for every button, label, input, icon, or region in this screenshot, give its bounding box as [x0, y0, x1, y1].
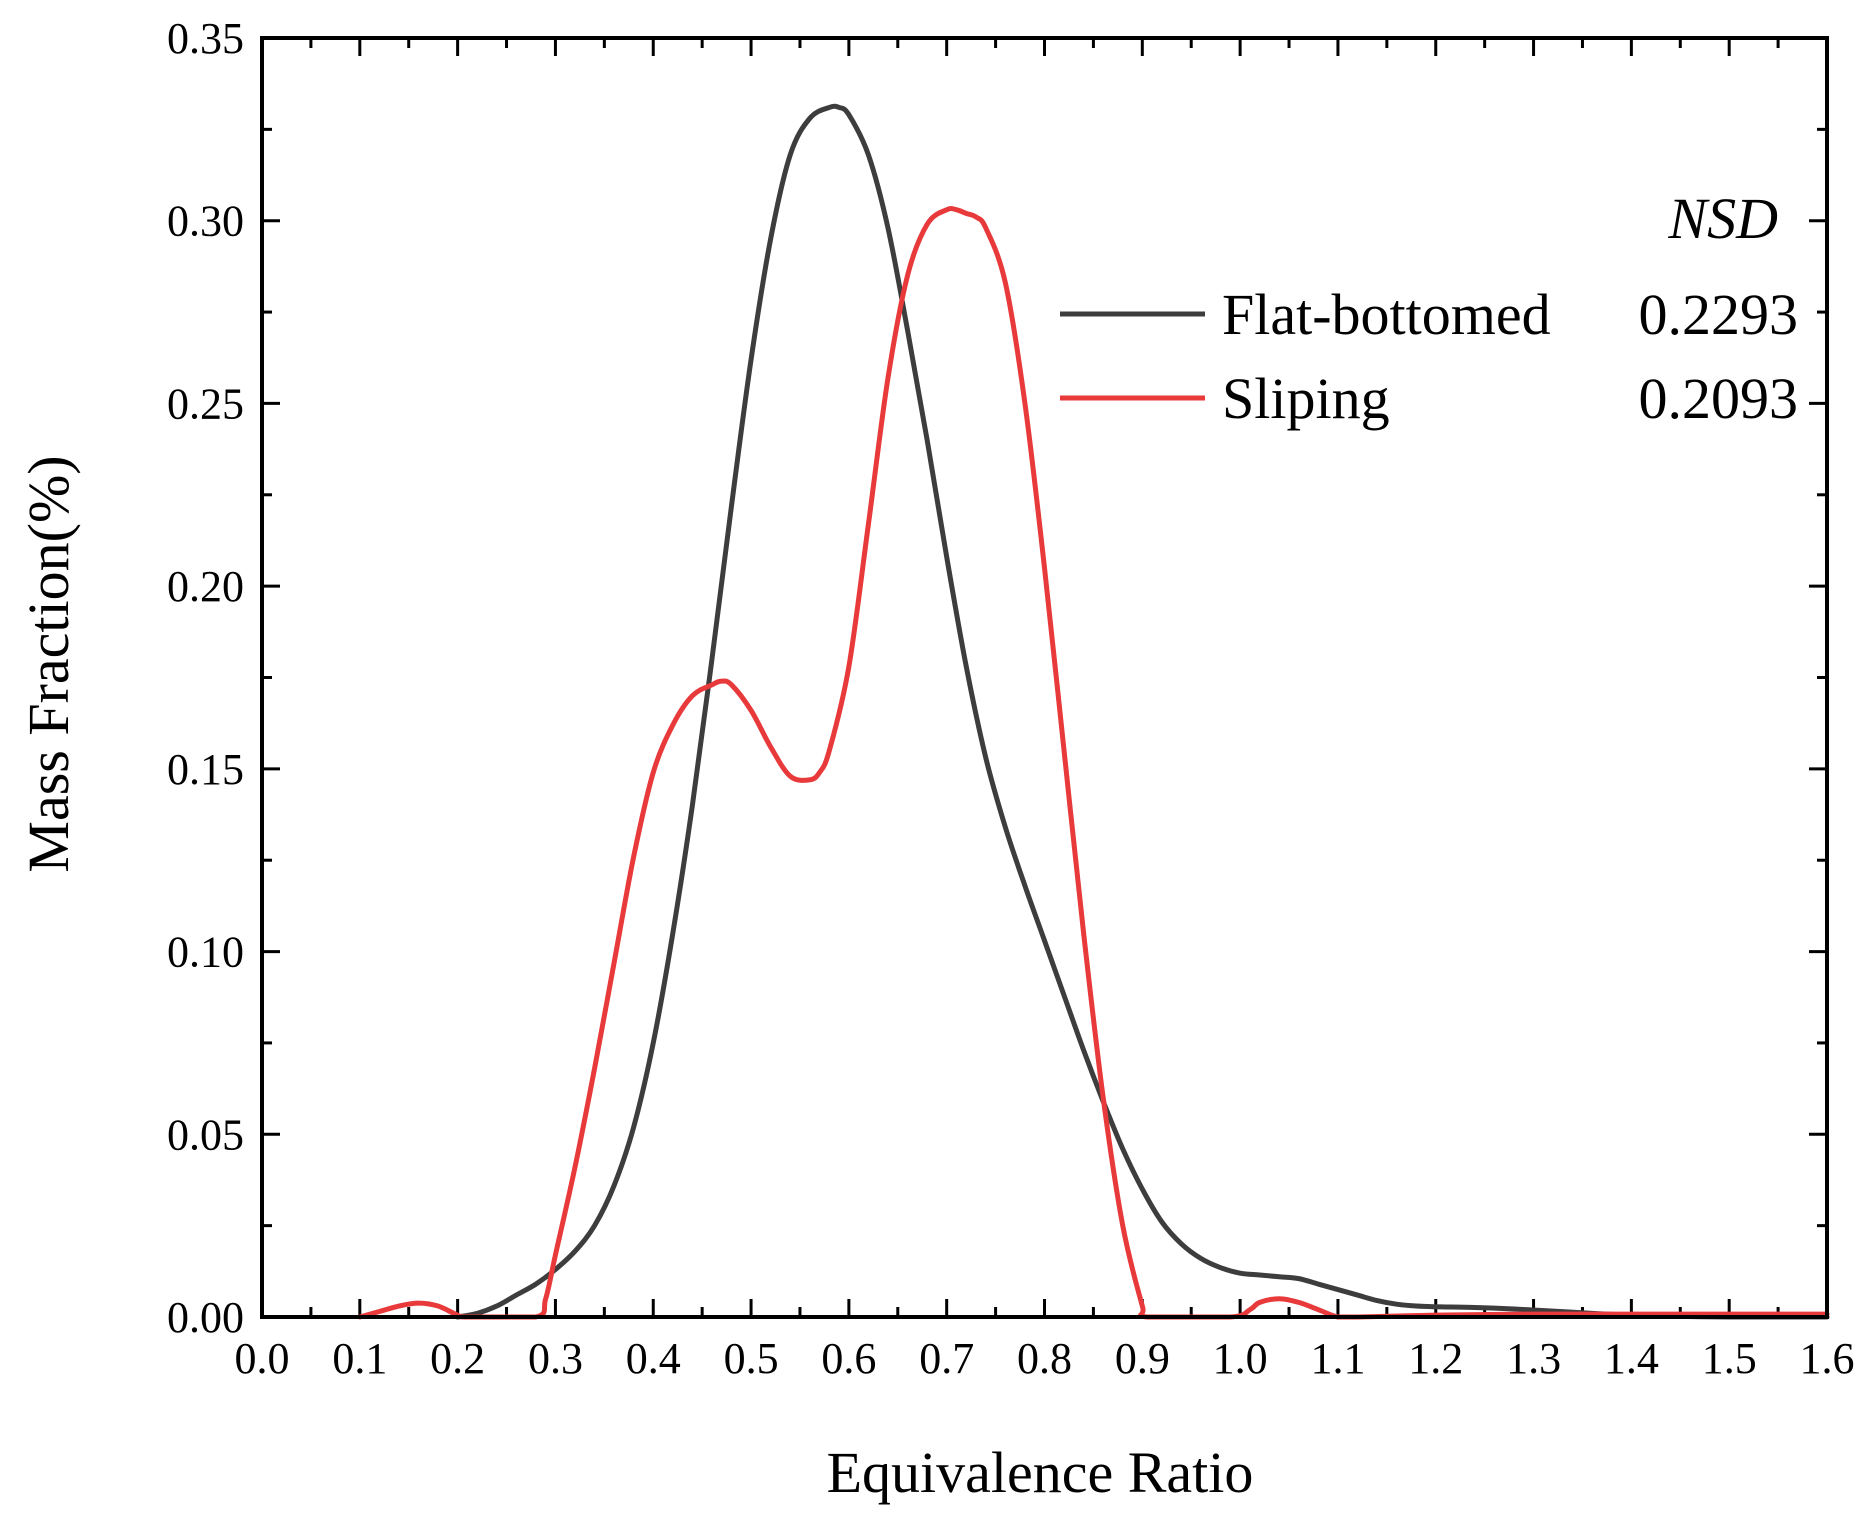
- y-axis-label: Mass Fraction(%): [16, 455, 81, 872]
- x-tick-label: 1.5: [1702, 1334, 1757, 1383]
- plot-frame: [260, 36, 1829, 1319]
- legend-value-sliping: 0.2093: [1639, 366, 1799, 431]
- x-tick-label: 1.6: [1800, 1334, 1855, 1383]
- legend-value-flat-bottomed: 0.2293: [1639, 282, 1799, 347]
- series-line-sliping: [357, 206, 1830, 1320]
- x-tick-label: 1.3: [1506, 1334, 1561, 1383]
- legend-label-flat-bottomed: Flat-bottomed: [1222, 282, 1551, 347]
- x-tick-label: 0.9: [1115, 1334, 1170, 1383]
- x-tick-label: 0.3: [528, 1334, 583, 1383]
- x-tick-label: 0.6: [821, 1334, 876, 1383]
- x-tick-label: 1.0: [1213, 1334, 1268, 1383]
- legend-title: NSD: [1667, 186, 1778, 251]
- legend: NSD Flat-bottomed 0.2293 Sliping 0.2093: [1060, 186, 1798, 431]
- x-tick-label: 1.1: [1310, 1334, 1365, 1383]
- x-tick-label: 0.1: [332, 1334, 387, 1383]
- x-tick-label: 1.4: [1604, 1334, 1659, 1383]
- y-tick-label: 0.35: [167, 14, 244, 63]
- y-tick-label: 0.10: [167, 928, 244, 977]
- tick-marks: [260, 36, 1829, 1319]
- x-tick-label: 0.5: [724, 1334, 779, 1383]
- x-tick-label: 0.2: [430, 1334, 485, 1383]
- y-tick-label: 0.00: [167, 1293, 244, 1342]
- y-tick-label: 0.25: [167, 379, 244, 428]
- x-tick-label: 0.4: [626, 1334, 681, 1383]
- series-line-flat-bottomed: [455, 103, 1830, 1320]
- x-tick-label: 0.0: [235, 1334, 290, 1383]
- y-tick-labels: 0.00 0.05 0.10 0.15 0.20 0.25 0.30 0.35: [167, 14, 244, 1342]
- y-tick-label: 0.20: [167, 562, 244, 611]
- y-tick-label: 0.30: [167, 197, 244, 246]
- series-lines: [357, 103, 1830, 1320]
- x-tick-labels: 0.0 0.1 0.2 0.3 0.4 0.5 0.6 0.7 0.8 0.9 1.0 1.1 1.2 1…: [235, 1334, 1855, 1383]
- y-tick-label: 0.05: [167, 1110, 244, 1159]
- x-axis-label: Equivalence Ratio: [827, 1440, 1254, 1505]
- legend-label-sliping: Sliping: [1222, 366, 1390, 431]
- x-tick-label: 0.8: [1017, 1334, 1072, 1383]
- x-tick-label: 0.7: [919, 1334, 974, 1383]
- x-tick-label: 1.2: [1408, 1334, 1463, 1383]
- y-tick-label: 0.15: [167, 745, 244, 794]
